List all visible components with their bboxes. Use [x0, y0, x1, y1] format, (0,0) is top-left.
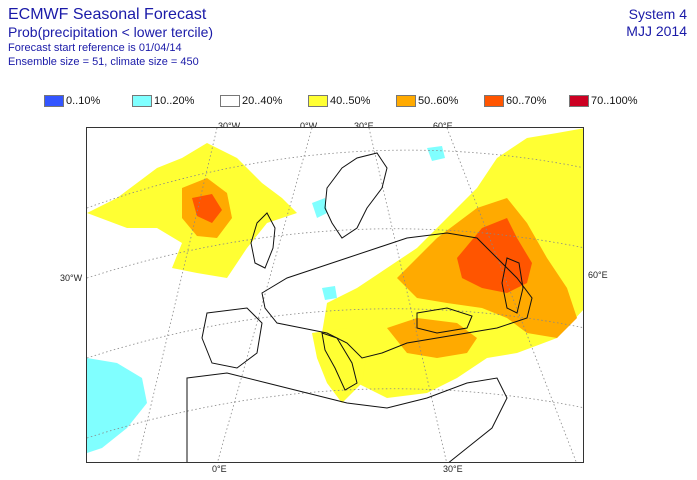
legend-label: 50..60%: [418, 95, 459, 107]
italy-coast: [321, 332, 358, 391]
legend-label: 40..50%: [330, 95, 371, 107]
legend-item-50-60: 50..60%: [396, 94, 458, 108]
lon-label-top-30w: 30°W: [218, 121, 241, 131]
cyan-patch-france: [322, 286, 337, 300]
legend-item-40-50: 40..50%: [308, 94, 370, 108]
legend-swatch: [220, 95, 240, 107]
cyan-patch-scandinavia: [312, 198, 327, 218]
caspian-coast: [501, 257, 524, 314]
legend-item-70-100: 70..100%: [569, 94, 637, 108]
probability-shading: [87, 128, 583, 453]
lon-label-right-60e: 60°E: [588, 270, 608, 280]
ensemble-info: Ensemble size = 51, climate size = 450: [8, 56, 199, 68]
forecast-start-reference: Forecast start reference is 01/04/14: [8, 42, 182, 54]
legend-item-10-20: 10..20%: [132, 94, 194, 108]
map-title: ECMWF Seasonal Forecast: [8, 6, 207, 23]
graticule: [87, 128, 583, 462]
legend-swatch: [132, 95, 152, 107]
british-isles-coast: [250, 212, 276, 269]
red-area-atlantic: [192, 194, 222, 223]
lon-label-top-30e: 30°E: [354, 121, 374, 131]
europe-mainland-coast: [261, 232, 533, 359]
orange-area-balkans: [387, 318, 477, 358]
season-label: MJJ 2014: [626, 23, 687, 39]
legend-swatch: [44, 95, 64, 107]
legend-item-20-40: 20..40%: [220, 94, 282, 108]
iberia-coast: [201, 307, 263, 369]
legend-swatch: [308, 95, 328, 107]
map-panel: [86, 127, 584, 463]
title-block: ECMWF Seasonal Forecast Prob(precipitati…: [8, 6, 213, 69]
legend-swatch: [396, 95, 416, 107]
map-svg: [87, 128, 583, 462]
legend-label: 70..100%: [591, 95, 638, 107]
legend-label: 0..10%: [66, 95, 101, 107]
coastlines: [186, 152, 533, 462]
system-block: System 4 MJJ 2014: [626, 6, 687, 40]
black-sea-coast: [416, 307, 473, 334]
legend-label: 60..70%: [506, 95, 547, 107]
legend-label: 20..40%: [242, 95, 283, 107]
lon-label-top-60e: 60°E: [433, 121, 453, 131]
yellow-area-italy: [312, 328, 367, 403]
legend-item-60-70: 60..70%: [484, 94, 546, 108]
legend-swatch: [569, 95, 589, 107]
cyan-area-southwest: [87, 358, 147, 453]
legend-label: 10..20%: [154, 95, 195, 107]
lon-label-top-0w: 0°W: [300, 121, 318, 131]
legend-item-0-10: 0..10%: [44, 94, 100, 108]
map-subtitle: Prob(precipitation < lower tercile): [8, 24, 214, 40]
lon-label-bottom-0e: 0°E: [212, 464, 227, 474]
legend-swatch: [484, 95, 504, 107]
africa-coast: [186, 372, 508, 462]
cyan-patch-russia: [427, 146, 445, 161]
scandinavia-coast: [324, 152, 388, 239]
system-label: System 4: [628, 6, 687, 22]
lon-label-bottom-30e: 30°E: [443, 464, 463, 474]
lon-label-left-30w: 30°W: [60, 273, 83, 283]
